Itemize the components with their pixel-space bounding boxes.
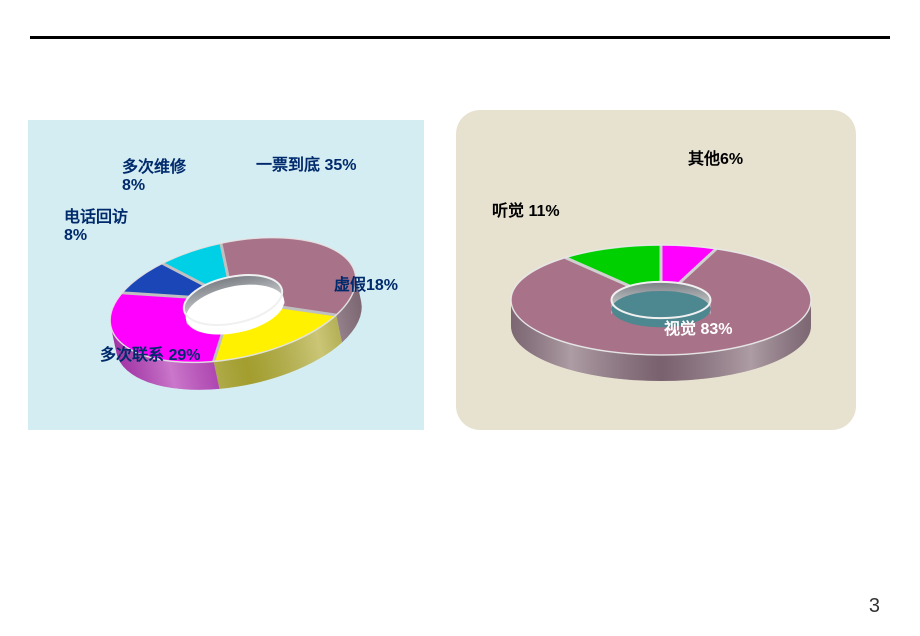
slice-label-yipiao: 一票到底 35% [256, 155, 356, 174]
slice-label-xujia: 虚假18% [334, 275, 398, 294]
slice-label-shijue: 视觉 83% [664, 319, 732, 338]
slice-label-qita: 其他6% [688, 149, 743, 168]
right-panel: 其他6% 视觉 83% 听觉 11% [456, 110, 856, 430]
top-rule [30, 36, 890, 39]
slice-label-dianhua: 8% [64, 227, 87, 244]
slice-label-dianhua: 电话回访 [64, 207, 128, 226]
left-donut-chart: 一票到底 35%虚假18%多次联系 29%电话回访8%多次维修8% [28, 120, 424, 430]
slice-label-duocilian: 多次联系 29% [100, 345, 200, 364]
slice-label-duociwei: 多次维修 [122, 157, 187, 176]
slice-label-duociwei: 8% [122, 177, 145, 194]
left-panel: 一票到底 35%虚假18%多次联系 29%电话回访8%多次维修8% [28, 120, 424, 430]
right-donut-chart: 其他6% 视觉 83% 听觉 11% [456, 110, 856, 430]
slice-label-tingjue: 听觉 11% [492, 201, 560, 220]
page-number: 3 [869, 595, 880, 618]
